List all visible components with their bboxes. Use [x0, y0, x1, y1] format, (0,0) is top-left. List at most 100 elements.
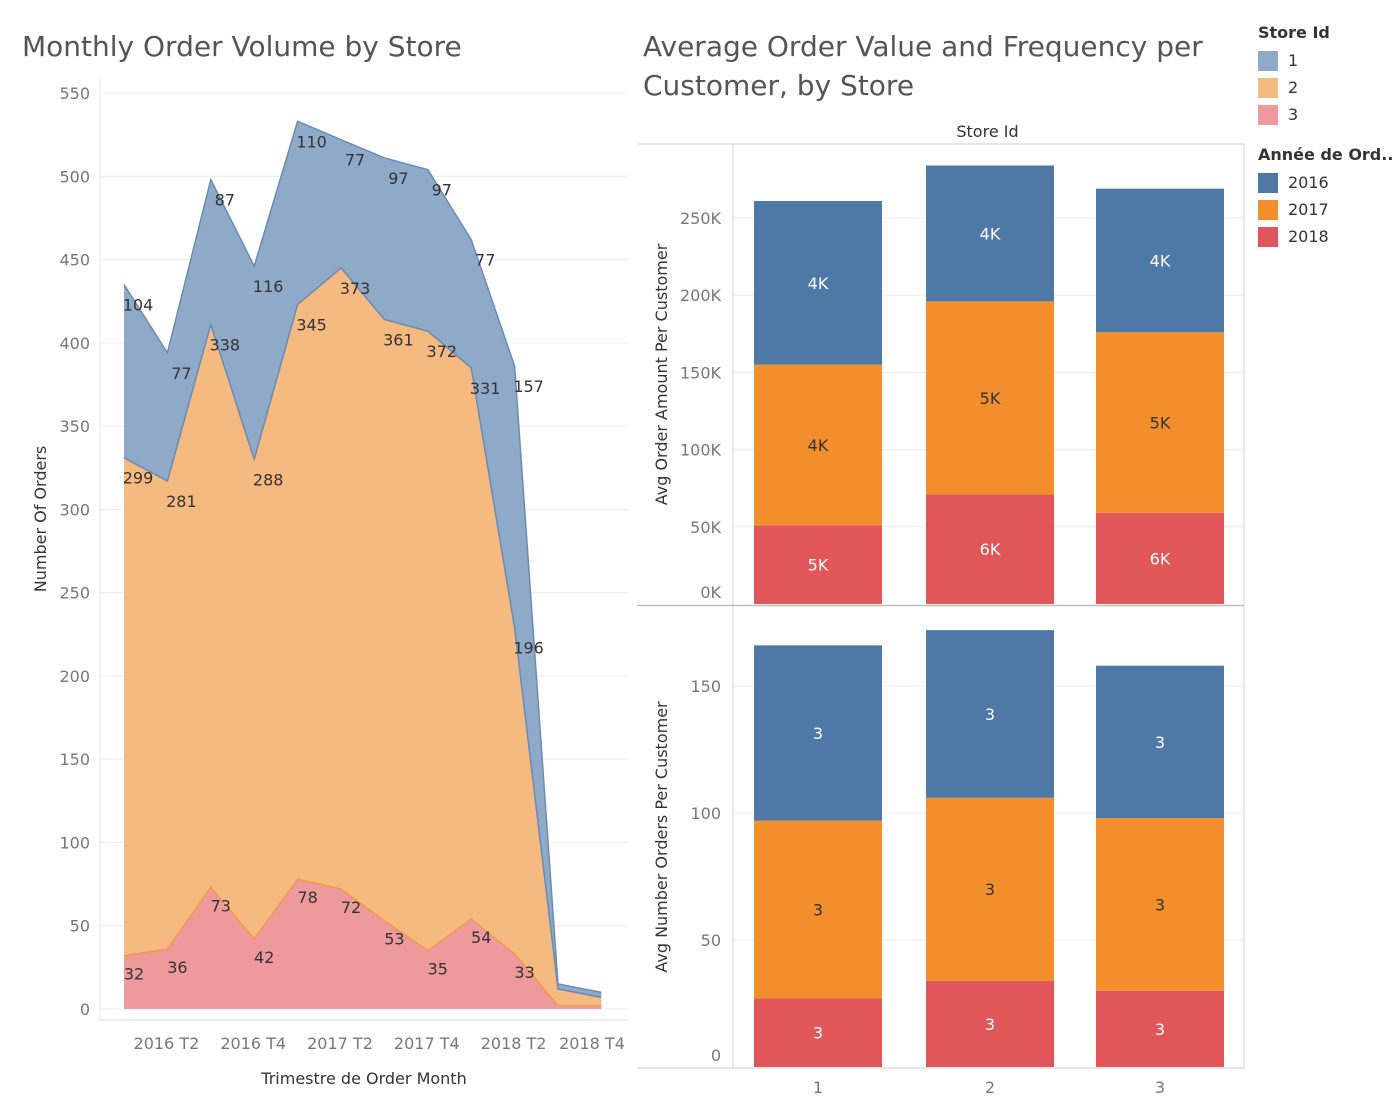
y-tick-label: 150	[59, 750, 90, 769]
data-label: 72	[341, 898, 361, 917]
x-category-label: 1	[813, 1078, 823, 1097]
y-tick-label: 500	[59, 167, 90, 186]
y-tick-label: 300	[59, 500, 90, 519]
store-legend-item[interactable]: 2	[1258, 74, 1330, 101]
bar-segment-2016	[1096, 188, 1224, 333]
bar-label: 4K	[808, 274, 829, 293]
bar-label: 5K	[808, 556, 829, 575]
y-tick-label: 450	[59, 251, 90, 270]
bar-segment-2016	[926, 630, 1054, 798]
year-legend-title: Année de Ord..	[1258, 145, 1394, 164]
left-chart-title: Monthly Order Volume by Store	[22, 30, 462, 63]
bar-label: 4K	[808, 436, 829, 455]
data-label: 35	[428, 960, 448, 979]
year-legend-item[interactable]: 2018	[1258, 223, 1393, 250]
store-1-line	[123, 120, 602, 994]
data-label: 104	[123, 296, 154, 315]
data-label: 77	[345, 151, 365, 170]
store-legend-label: 1	[1288, 51, 1299, 70]
bar-segment-2018	[754, 998, 882, 1067]
year-legend-label: 2016	[1288, 173, 1329, 192]
store-3-area	[124, 879, 602, 1009]
bar-segment-2017	[1096, 332, 1224, 513]
y-tick-label: 100	[59, 833, 90, 852]
data-label: 97	[388, 169, 408, 188]
y-tick-label: 150K	[680, 363, 722, 382]
data-label: 116	[253, 277, 284, 296]
year-legend-item[interactable]: 2016	[1258, 169, 1393, 196]
bar-segment-2016	[754, 645, 882, 821]
bar-segment-2017	[754, 364, 882, 526]
bar-segment-2018	[926, 980, 1054, 1067]
x-axis-title: Trimestre de Order Month	[260, 1069, 466, 1088]
year-2018-swatch	[1258, 226, 1278, 247]
data-label: 281	[166, 492, 197, 511]
data-label: 331	[470, 379, 501, 398]
data-label: 77	[171, 364, 191, 383]
bar-label: 4K	[1150, 251, 1171, 270]
bar-segment-2018	[1096, 512, 1224, 604]
order-value-bar-chart: Store Id 0K 50K 100K 150K 200K 250K 5K 4K 4K 6K 5K 4…	[637, 122, 1245, 1097]
y-tick-label: 150	[690, 677, 721, 696]
bar-segment-2018	[926, 494, 1054, 604]
year-legend-label: 2017	[1288, 200, 1329, 219]
data-label: 33	[514, 963, 534, 982]
y-tick-label: 200	[59, 667, 90, 686]
order-volume-area-chart: 0 50 100 150 200 250 300 350 400 450 500 550 32 299 10…	[31, 78, 628, 1088]
y-tick-label: 50	[701, 931, 721, 950]
y-axis-title: Number Of Orders	[31, 446, 50, 592]
y-tick-label: 100K	[680, 441, 722, 460]
bar-segment-2017	[926, 797, 1054, 981]
y-tick-label: 250K	[680, 209, 722, 228]
store-legend-label: 3	[1288, 105, 1299, 124]
bar-label: 3	[985, 705, 995, 724]
y-tick-label: 550	[59, 84, 90, 103]
right-chart-title: Average Order Value and Frequency per Cu…	[643, 30, 1203, 102]
x-category-label: 3	[1155, 1078, 1165, 1097]
bar-label: 3	[1155, 895, 1165, 914]
x-tick-label: 2016 T2	[134, 1034, 200, 1053]
year-2016-swatch	[1258, 172, 1278, 193]
bar-segment-2017	[1096, 818, 1224, 991]
data-label: 53	[384, 930, 404, 949]
bar-segment-2016	[1096, 665, 1224, 819]
y-tick-label: 200K	[680, 286, 722, 305]
x-tick-label: 2017 T2	[307, 1034, 373, 1053]
data-label: 299	[123, 469, 154, 488]
bar-segment-2018	[754, 525, 882, 604]
x-tick-label: 2018 T4	[559, 1034, 625, 1053]
y-tick-label: 250	[59, 584, 90, 603]
data-label: 97	[432, 181, 452, 200]
bar-label: 5K	[1150, 414, 1171, 433]
column-header: Store Id	[956, 122, 1018, 141]
year-legend-label: 2018	[1288, 227, 1329, 246]
data-label: 87	[215, 191, 235, 210]
y-tick-label: 100	[690, 804, 721, 823]
data-label: 78	[297, 888, 317, 907]
store-2-area	[124, 267, 602, 1006]
store-3-swatch	[1258, 104, 1278, 125]
data-label: 345	[296, 316, 327, 335]
y-tick-label: 0	[711, 1046, 721, 1065]
data-label: 372	[427, 342, 458, 361]
bar-label: 6K	[980, 540, 1001, 559]
data-label: 157	[513, 377, 544, 396]
bar-label: 5K	[980, 389, 1001, 408]
year-legend-item[interactable]: 2017	[1258, 196, 1393, 223]
year-legend: Année de Ord.. 2016 2017 2018	[1258, 145, 1393, 250]
bar-segment-2018	[1096, 990, 1224, 1067]
data-label: 36	[167, 958, 187, 977]
store-1-area	[124, 121, 602, 998]
data-label: 32	[124, 965, 144, 984]
data-label: 42	[254, 948, 274, 967]
bar-label: 3	[1155, 1020, 1165, 1039]
data-label: 77	[475, 251, 495, 270]
store-legend-item[interactable]: 3	[1258, 101, 1330, 128]
bar-label: 3	[985, 880, 995, 899]
bar-label: 6K	[1150, 549, 1171, 568]
store-legend-item[interactable]: 1	[1258, 47, 1330, 74]
y-tick-label: 0K	[700, 583, 721, 602]
bar-segment-2017	[926, 301, 1054, 495]
bar-label: 3	[813, 1024, 823, 1043]
year-2017-swatch	[1258, 199, 1278, 220]
